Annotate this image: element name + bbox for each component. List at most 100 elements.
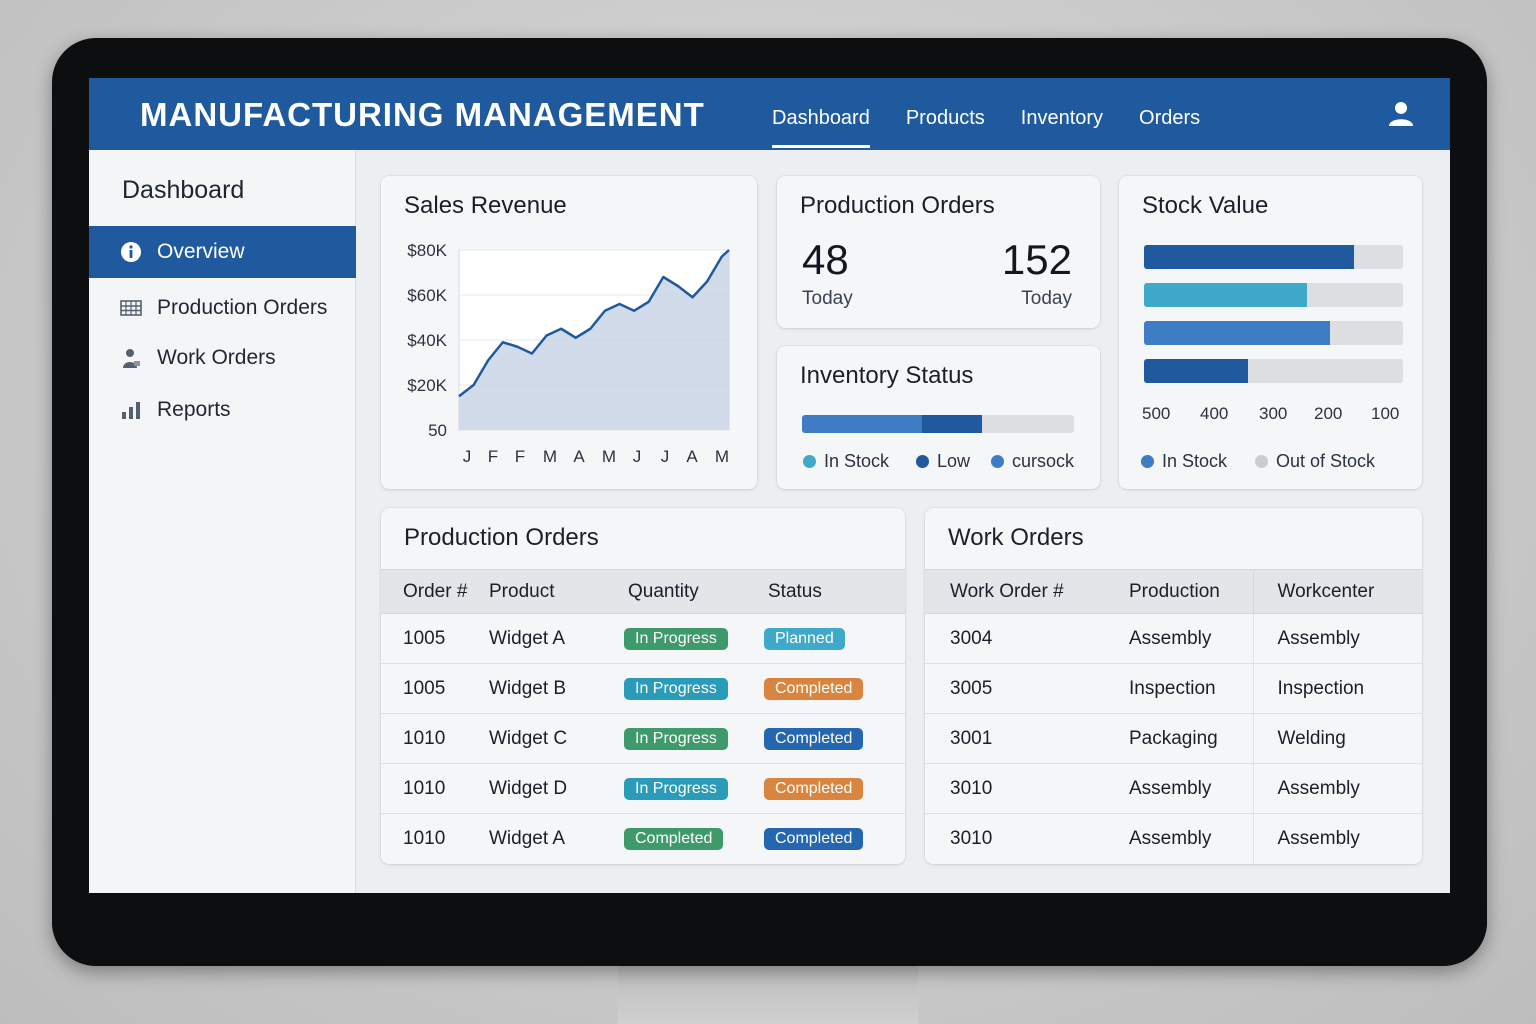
x-tick-label: F — [488, 447, 498, 466]
order-number-cell: 1005 — [381, 663, 489, 714]
stock-bar-track — [1144, 283, 1403, 307]
legend-label: Out of Stock — [1276, 451, 1376, 471]
stock-value-card: Stock Value 500 400 300 200 100 In Stock Out… — [1119, 176, 1422, 489]
column-header[interactable]: Workcenter — [1253, 569, 1422, 614]
production-summary-card: Production Orders 48 Today 152 Today — [777, 176, 1100, 328]
column-header[interactable]: Production — [1105, 569, 1254, 614]
inventory-status-title: Inventory Status — [800, 362, 974, 389]
sales-revenue-title: Sales Revenue — [404, 192, 567, 219]
legend-low: Low — [916, 451, 970, 472]
x-tick-label: A — [686, 447, 698, 466]
production-orders-table: Order # Product Quantity Status 1005 Widg… — [381, 569, 905, 864]
production-cell: Assembly — [1105, 813, 1254, 864]
orders-total-count: 152 — [1001, 236, 1072, 283]
production-cell: Packaging — [1105, 713, 1254, 764]
stock-bar — [1144, 283, 1308, 307]
y-tick-label: $40K — [407, 331, 447, 350]
stock-bar-track — [1144, 245, 1403, 269]
revenue-area — [459, 250, 729, 430]
product-cell: Widget B — [489, 663, 612, 714]
table-header-row: Order # Product Quantity Status — [381, 569, 905, 614]
inventory-status-card: Inventory Status In Stock Low cursock — [777, 346, 1100, 489]
x-tick-label: M — [543, 447, 557, 466]
column-header[interactable]: Quantity — [612, 569, 752, 614]
work-orders-table: Work Order # Production Workcenter 3004 A… — [925, 569, 1422, 864]
sidebar: Dashboard Overview Production Orders Wor… — [89, 150, 356, 893]
y-tick-label: 50 — [428, 421, 447, 440]
inventory-low-segment — [921, 415, 982, 433]
stock-tick-label: 500 — [1142, 404, 1171, 423]
monitor-stand — [618, 960, 918, 1024]
main-nav: Dashboard Products Inventory Orders — [772, 78, 1236, 150]
legend-dot — [1255, 455, 1268, 468]
stock-tick-label: 400 — [1200, 404, 1229, 423]
table-row[interactable]: 3005 Inspection Inspection — [925, 663, 1422, 714]
work-order-number-cell: 3010 — [925, 763, 1105, 814]
bar-chart-icon — [120, 399, 142, 421]
sidebar-title: Dashboard — [122, 176, 245, 204]
work-order-number-cell: 3005 — [925, 663, 1105, 714]
table-row[interactable]: 3010 Assembly Assembly — [925, 763, 1422, 814]
sidebar-item-label: Overview — [157, 240, 245, 263]
stock-tick-label: 300 — [1259, 404, 1288, 423]
legend-out-of-stock: Out of Stock — [1255, 451, 1375, 472]
column-header[interactable]: Order # — [381, 569, 489, 614]
production-cell: Inspection — [1105, 663, 1254, 714]
work-order-number-cell: 3004 — [925, 613, 1105, 664]
stock-bar — [1144, 245, 1354, 269]
order-number-cell: 1010 — [403, 827, 446, 849]
nav-products[interactable]: Products — [905, 107, 985, 129]
workcenter-cell: Inspection — [1253, 663, 1422, 714]
production-orders-card: Production Orders Order # Product Quanti… — [381, 508, 905, 864]
orders-today-label: Today — [802, 288, 853, 309]
column-header[interactable]: Status — [752, 569, 905, 614]
legend-label: In Stock — [824, 451, 890, 471]
sidebar-item-reports[interactable]: Reports — [89, 384, 356, 436]
stock-tick-label: 100 — [1371, 404, 1400, 423]
screen: MANUFACTURING MANAGEMENT Dashboard Produ… — [89, 78, 1450, 893]
table-row[interactable]: 1010 Widget D In Progress Completed — [381, 763, 905, 814]
grid-icon — [120, 297, 142, 319]
legend-dot — [916, 455, 929, 468]
table-row[interactable]: 3010 Assembly Assembly — [925, 813, 1422, 864]
status-badge: Completed — [764, 828, 864, 851]
table-row[interactable]: 1010 Widget C In Progress Completed — [381, 713, 905, 764]
user-icon[interactable] — [1387, 100, 1415, 128]
sidebar-item-production-orders[interactable]: Production Orders — [89, 282, 356, 334]
info-icon — [120, 241, 142, 263]
production-cell: Assembly — [1105, 613, 1254, 664]
column-header[interactable]: Work Order # — [925, 569, 1105, 614]
table-row[interactable]: 1005 Widget B In Progress Completed — [381, 663, 905, 714]
stock-tick-label: 200 — [1314, 404, 1343, 423]
order-number-cell: 1005 — [381, 613, 489, 664]
legend-label: Low — [937, 451, 971, 471]
inventory-in-stock-segment — [802, 415, 922, 433]
legend-cursock: cursock — [991, 451, 1074, 472]
sidebar-item-overview[interactable]: Overview — [89, 226, 356, 278]
legend-dot — [991, 455, 1004, 468]
workcenter-cell: Assembly — [1277, 827, 1360, 849]
nav-orders[interactable]: Orders — [1139, 107, 1201, 129]
status-badge: Planned — [764, 628, 845, 650]
y-tick-label: $60K — [407, 286, 447, 305]
order-number-cell: 1010 — [381, 713, 489, 764]
order-number-cell: 1010 — [381, 763, 489, 814]
nav-dashboard[interactable]: Dashboard — [772, 78, 870, 150]
table-row[interactable]: 1010 Widget A Completed Completed — [381, 814, 905, 864]
y-tick-label: $20K — [407, 376, 447, 395]
workcenter-cell: Welding — [1253, 713, 1422, 764]
table-row[interactable]: 3001 Packaging Welding — [925, 713, 1422, 764]
column-header[interactable]: Product — [489, 569, 612, 614]
quantity-status-badge: In Progress — [624, 778, 728, 800]
work-orders-card: Work Orders Work Order # Production Work… — [925, 508, 1422, 864]
table-row[interactable]: 3004 Assembly Assembly — [925, 613, 1422, 664]
product-cell: Widget A — [489, 613, 612, 664]
production-summary-title: Production Orders — [800, 192, 995, 219]
nav-inventory[interactable]: Inventory — [1020, 107, 1104, 129]
sidebar-item-label: Work Orders — [157, 346, 276, 369]
sales-revenue-card: Sales Revenue $80K $60K $40K $20K 50 J F F M A M J J… — [381, 176, 757, 489]
status-badge: Completed — [764, 778, 864, 800]
table-row[interactable]: 1005 Widget A In Progress Planned — [381, 613, 905, 664]
sidebar-item-work-orders[interactable]: Work Orders — [89, 332, 356, 384]
production-cell: Assembly — [1105, 763, 1254, 814]
